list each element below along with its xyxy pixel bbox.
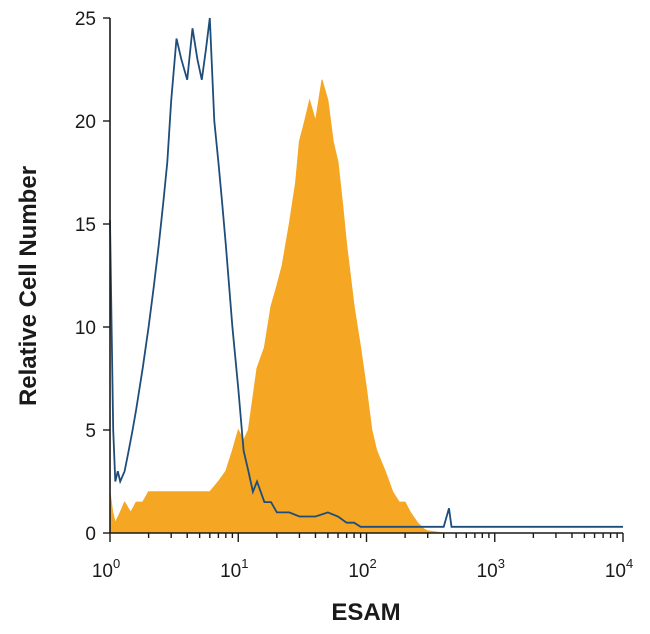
x-tick-base: 10 — [92, 561, 113, 582]
x-tick-label: 102 — [348, 556, 376, 582]
plot-series — [109, 17, 623, 534]
x-axis-title: ESAM — [331, 599, 400, 626]
x-tick-base: 10 — [348, 561, 369, 582]
x-tick-exponent: 2 — [369, 556, 376, 571]
series-line-1 — [109, 17, 623, 528]
x-tick-base: 10 — [477, 561, 498, 582]
y-tick-label: 10 — [75, 318, 96, 339]
y-tick-label: 0 — [85, 524, 96, 545]
x-tick-label: 101 — [220, 556, 248, 582]
y-tick-label: 25 — [75, 9, 96, 30]
x-tick-exponent: 3 — [498, 556, 505, 571]
x-tick-base: 10 — [220, 561, 241, 582]
x-tick-exponent: 1 — [241, 556, 248, 571]
y-tick-label: 5 — [85, 421, 96, 442]
y-tick-label: 20 — [75, 112, 96, 133]
x-ticks: 100 101 102 103 104 — [92, 533, 633, 582]
y-axis-title: Relative Cell Number — [15, 166, 42, 406]
x-tick-base: 10 — [605, 561, 626, 582]
x-tick-label: 100 — [92, 556, 120, 582]
x-tick-label: 104 — [605, 556, 633, 582]
x-tick-exponent: 0 — [113, 556, 120, 571]
x-tick-label: 103 — [477, 556, 505, 582]
x-tick-exponent: 4 — [626, 556, 633, 571]
y-ticks: 0 5 10 15 20 25 — [75, 9, 110, 545]
series-fill-0 — [109, 79, 623, 534]
y-tick-label: 15 — [75, 215, 96, 236]
